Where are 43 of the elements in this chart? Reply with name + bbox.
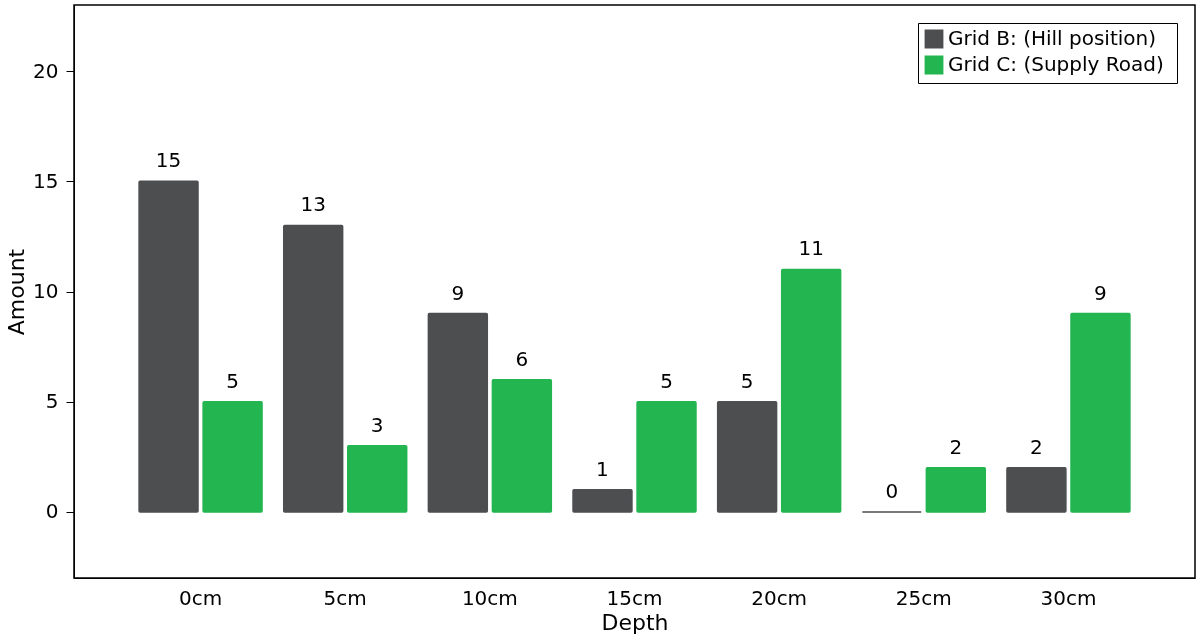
bar bbox=[202, 400, 263, 513]
bar bbox=[138, 180, 199, 513]
bar bbox=[427, 312, 489, 513]
data-label: 2 bbox=[1030, 434, 1043, 459]
bar bbox=[925, 467, 987, 513]
bar bbox=[780, 268, 842, 513]
x-tick-label: 20cm bbox=[751, 585, 808, 610]
data-label: 3 bbox=[370, 412, 384, 437]
x-axis-title: Depth bbox=[601, 609, 669, 635]
data-label: 5 bbox=[660, 368, 673, 393]
data-label: 0 bbox=[885, 478, 899, 503]
data-label: 6 bbox=[515, 346, 529, 371]
y-tick-label: 10 bbox=[33, 279, 59, 303]
bar bbox=[282, 224, 344, 513]
x-tick-label: 10cm bbox=[461, 585, 518, 610]
y-tick-label: 20 bbox=[33, 58, 59, 83]
bar bbox=[1006, 467, 1067, 513]
data-label: 5 bbox=[740, 368, 754, 393]
bar bbox=[347, 445, 408, 513]
data-label: 9 bbox=[451, 280, 465, 305]
data-label: 1 bbox=[596, 456, 609, 481]
x-tick-label: 0cm bbox=[178, 585, 223, 610]
bar bbox=[636, 400, 697, 513]
y-tick-label: 15 bbox=[33, 168, 59, 193]
bar bbox=[716, 400, 778, 513]
bar bbox=[1070, 312, 1131, 513]
y-tick-label: 5 bbox=[45, 389, 59, 414]
bar bbox=[572, 489, 633, 513]
data-label: 13 bbox=[300, 192, 326, 217]
data-label: 9 bbox=[1094, 280, 1107, 305]
data-label: 11 bbox=[798, 236, 824, 261]
x-tick-label: 15cm bbox=[606, 585, 663, 610]
data-label: 2 bbox=[949, 434, 963, 459]
y-tick-label: 0 bbox=[45, 499, 59, 524]
x-tick-label: 30cm bbox=[1040, 585, 1097, 610]
legend-label: Grid C: (Supply Road) bbox=[948, 52, 1164, 76]
x-tick-label: 25cm bbox=[895, 585, 952, 610]
legend-label: Grid B: (Hill position) bbox=[948, 26, 1157, 50]
x-tick-label: 5cm bbox=[323, 585, 367, 610]
bar bbox=[491, 378, 553, 513]
data-label: 5 bbox=[226, 368, 239, 393]
data-label: 15 bbox=[155, 148, 182, 173]
y-axis-title: Amount bbox=[4, 248, 30, 336]
